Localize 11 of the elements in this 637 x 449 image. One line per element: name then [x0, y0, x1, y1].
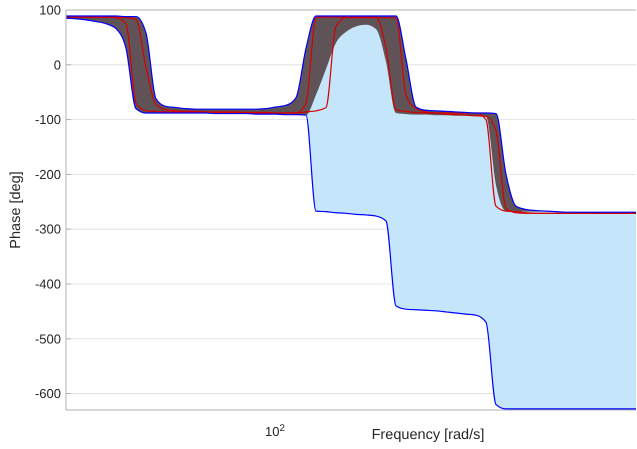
y-tick-label: -500 — [34, 331, 61, 346]
text: 10$^{2}$ — [265, 422, 285, 439]
x-axis-title: Frequency [rad/s] — [372, 427, 484, 443]
y-tick-label: 100 — [39, 2, 61, 18]
y-tick-label: -100 — [34, 112, 61, 128]
y-tick-label: 0 — [54, 57, 61, 72]
y-tick-label: -300 — [34, 222, 61, 237]
y-tick-label: -200 — [34, 166, 61, 182]
y-tick-label: -400 — [34, 276, 61, 292]
y-axis-title: Phase [deg] — [8, 171, 24, 249]
y-tick-label: -600 — [34, 386, 61, 402]
